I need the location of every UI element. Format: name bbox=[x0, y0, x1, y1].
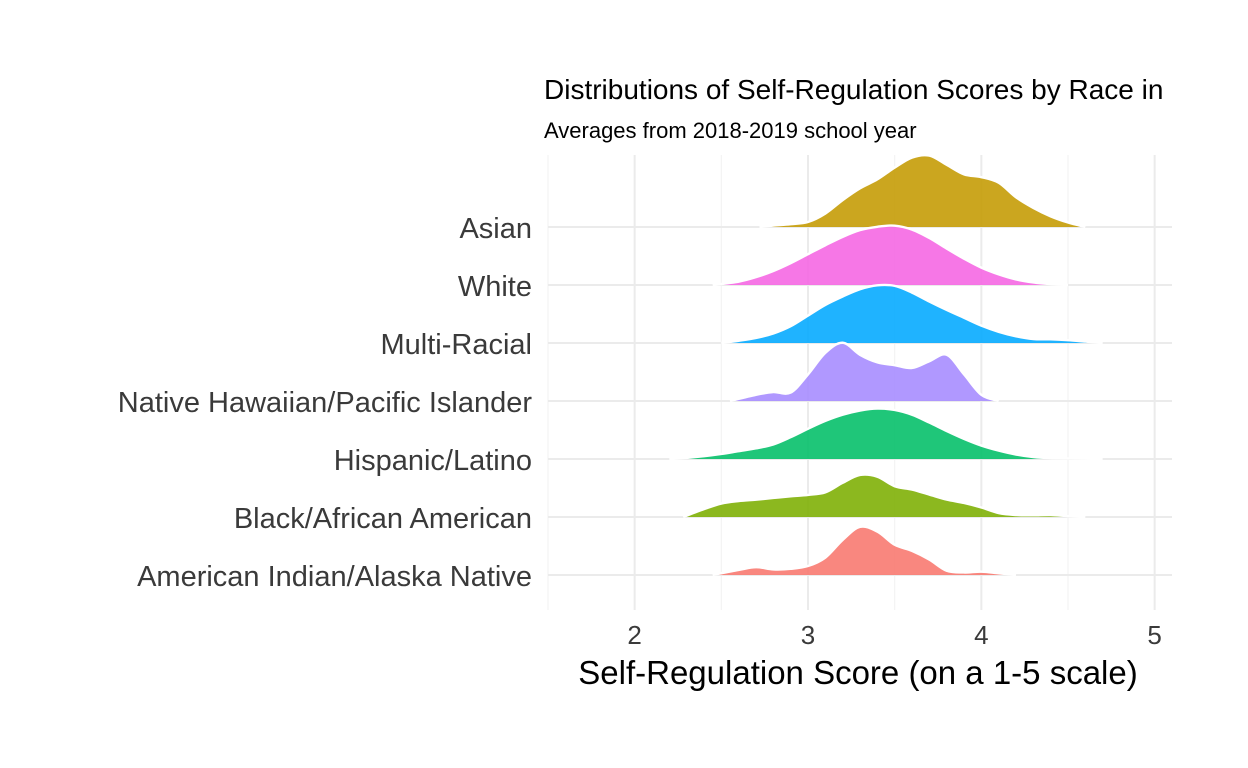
y-axis-ticks: American Indian/Alaska Native Black/Afric… bbox=[118, 213, 533, 593]
ridge-area bbox=[712, 526, 1016, 575]
ridge-area bbox=[669, 408, 1103, 459]
ridge-area bbox=[683, 474, 1086, 517]
y-tick-label: American Indian/Alaska Native bbox=[137, 561, 532, 593]
y-tick-label: Black/African American bbox=[234, 503, 532, 535]
ridges bbox=[669, 153, 1103, 577]
ridge-multi-racial bbox=[721, 283, 1103, 345]
ridge-native-hawaiian-pacific-islander bbox=[729, 341, 1000, 403]
x-axis-label: Self-Regulation Score (on a 1-5 scale) bbox=[578, 654, 1137, 691]
ridge-area bbox=[712, 225, 1068, 285]
ridge-area bbox=[759, 155, 1086, 227]
ridge-outline bbox=[669, 407, 1103, 461]
ridge-area bbox=[721, 284, 1103, 343]
y-tick-label: Hispanic/Latino bbox=[334, 445, 532, 477]
chart-title: Distributions of Self-Regulation Scores … bbox=[544, 74, 1163, 105]
ridge-outline bbox=[712, 224, 1069, 287]
ridge-hispanic-latino bbox=[669, 407, 1103, 461]
chart-subtitle: Averages from 2018-2019 school year bbox=[544, 118, 917, 143]
x-tick-label: 2 bbox=[627, 620, 641, 650]
ridge-outline bbox=[712, 525, 1017, 577]
x-tick-label: 3 bbox=[801, 620, 815, 650]
ridge-black-african-american bbox=[682, 473, 1086, 519]
ridge-outline bbox=[721, 283, 1103, 345]
ridge-american-indian-alaska-native bbox=[712, 525, 1017, 577]
x-tick-label: 4 bbox=[974, 620, 988, 650]
ridge-outline bbox=[759, 153, 1086, 229]
ridge-outline bbox=[729, 341, 1000, 403]
x-tick-label: 5 bbox=[1147, 620, 1161, 650]
ridge-asian bbox=[759, 153, 1086, 229]
y-tick-label: Asian bbox=[459, 213, 532, 245]
x-axis-ticks: 2 3 4 5 bbox=[627, 620, 1161, 650]
ridge-area bbox=[730, 342, 999, 401]
ridge-outline bbox=[682, 473, 1086, 519]
y-tick-label: Multi-Racial bbox=[381, 329, 532, 361]
y-tick-label: Native Hawaiian/Pacific Islander bbox=[118, 387, 533, 419]
y-tick-label: White bbox=[458, 271, 532, 303]
ridge-white bbox=[712, 224, 1069, 287]
